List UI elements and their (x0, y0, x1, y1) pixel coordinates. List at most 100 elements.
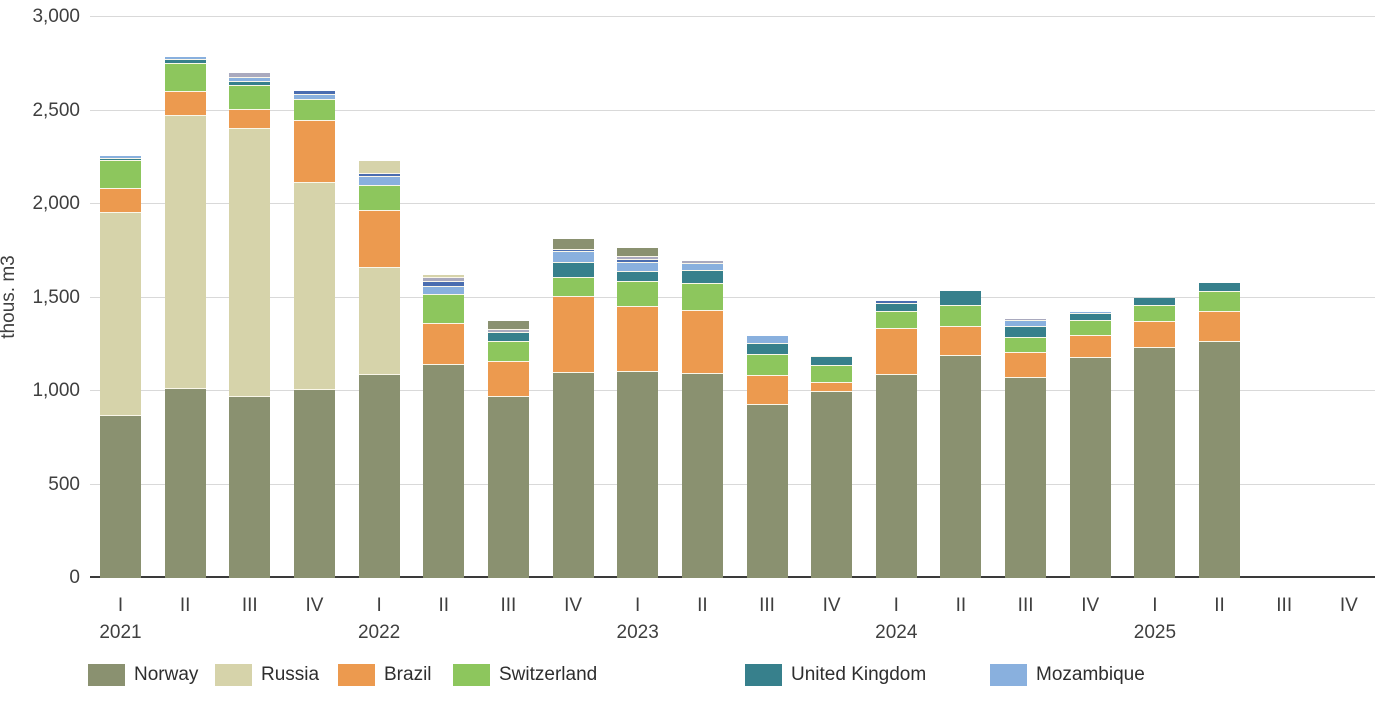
bar-2-segment-switzerland[interactable] (229, 86, 271, 111)
bar-8-segment-series-6[interactable] (617, 259, 659, 264)
bar-0-segment-mozambique[interactable] (100, 155, 141, 159)
bar-2[interactable] (229, 72, 271, 578)
bar-6-segment-series-8[interactable] (487, 321, 529, 330)
bar-4-segment-russia[interactable] (358, 268, 400, 376)
bar-7-segment-united-kingdom[interactable] (552, 263, 594, 279)
legend-item-united-kingdom[interactable]: United Kingdom (745, 663, 926, 687)
bar-7-segment-norway[interactable] (552, 373, 594, 578)
bar-0-segment-russia[interactable] (100, 213, 141, 417)
bar-8-segment-series-7[interactable] (617, 256, 659, 260)
bar-17[interactable] (1199, 283, 1241, 578)
bar-6-segment-norway[interactable] (487, 397, 529, 578)
bar-3-segment-mozambique[interactable] (293, 94, 335, 101)
bar-0-segment-switzerland[interactable] (100, 161, 141, 190)
bar-10-segment-switzerland[interactable] (746, 354, 788, 376)
bar-4-segment-norway[interactable] (358, 375, 400, 578)
bar-16-segment-switzerland[interactable] (1134, 306, 1176, 322)
bar-16[interactable] (1134, 297, 1176, 578)
bar-1-segment-switzerland[interactable] (164, 63, 206, 93)
bar-17-segment-norway[interactable] (1199, 342, 1241, 578)
bar-8-segment-series-8[interactable] (617, 248, 659, 257)
bar-4-segment-series-9[interactable] (358, 160, 400, 174)
bar-7-segment-switzerland[interactable] (552, 278, 594, 297)
bar-12-segment-series-6[interactable] (875, 300, 917, 304)
bar-15-segment-brazil[interactable] (1069, 336, 1111, 359)
bar-9-segment-mozambique[interactable] (681, 263, 723, 272)
bar-0-segment-brazil[interactable] (100, 189, 141, 214)
bar-10-segment-norway[interactable] (746, 404, 788, 578)
bar-12[interactable] (875, 300, 917, 578)
bar-14-segment-united-kingdom[interactable] (1005, 327, 1047, 339)
bar-1[interactable] (164, 57, 206, 578)
bar-16-segment-united-kingdom[interactable] (1134, 297, 1176, 307)
bar-7-segment-mozambique[interactable] (552, 251, 594, 264)
bar-2-segment-brazil[interactable] (229, 110, 271, 129)
bar-13-segment-united-kingdom[interactable] (940, 291, 982, 306)
bar-6-segment-united-kingdom[interactable] (487, 333, 529, 343)
bar-14-segment-norway[interactable] (1005, 378, 1047, 578)
bar-5-segment-mozambique[interactable] (423, 287, 465, 295)
bar-11-segment-united-kingdom[interactable] (811, 357, 853, 366)
bar-7[interactable] (552, 239, 594, 578)
bar-2-segment-united-kingdom[interactable] (229, 82, 271, 87)
bar-3-segment-series-6[interactable] (293, 91, 335, 95)
bar-9-segment-switzerland[interactable] (681, 283, 723, 312)
bar-14[interactable] (1005, 318, 1047, 578)
bar-17-segment-united-kingdom[interactable] (1199, 283, 1241, 293)
bar-9-segment-brazil[interactable] (681, 311, 723, 374)
bar-6[interactable] (487, 321, 529, 578)
bar-8-segment-brazil[interactable] (617, 306, 659, 372)
bar-1-segment-norway[interactable] (164, 389, 206, 578)
bar-16-segment-brazil[interactable] (1134, 321, 1176, 348)
bar-10-segment-united-kingdom[interactable] (746, 343, 788, 355)
bar-9-segment-norway[interactable] (681, 373, 723, 578)
bar-12-segment-united-kingdom[interactable] (875, 303, 917, 312)
bar-5-segment-series-9[interactable] (423, 274, 465, 279)
bar-4-segment-series-6[interactable] (358, 173, 400, 178)
bar-10-segment-brazil[interactable] (746, 375, 788, 405)
bar-11-segment-norway[interactable] (811, 391, 853, 578)
bar-17-segment-brazil[interactable] (1199, 311, 1241, 343)
legend-item-switzerland[interactable]: Switzerland (453, 663, 597, 687)
legend-item-brazil[interactable]: Brazil (338, 663, 432, 687)
bar-11[interactable] (811, 355, 853, 578)
bar-15-segment-switzerland[interactable] (1069, 321, 1111, 337)
bar-13-segment-switzerland[interactable] (940, 305, 982, 328)
bar-6-segment-switzerland[interactable] (487, 342, 529, 363)
bar-6-segment-series-7[interactable] (487, 329, 529, 334)
bar-14-segment-brazil[interactable] (1005, 353, 1047, 379)
bar-15-segment-mozambique[interactable] (1069, 312, 1111, 314)
bar-7-segment-series-8[interactable] (552, 239, 594, 250)
legend-item-mozambique[interactable]: Mozambique (990, 663, 1145, 687)
legend-item-norway[interactable]: Norway (88, 663, 198, 687)
bar-4-segment-brazil[interactable] (358, 210, 400, 269)
bar-5-segment-series-7[interactable] (423, 278, 465, 283)
bar-12-segment-switzerland[interactable] (875, 311, 917, 330)
bar-11-segment-series-7[interactable] (811, 355, 853, 358)
bar-14-segment-mozambique[interactable] (1005, 320, 1047, 328)
bar-10-segment-mozambique[interactable] (746, 335, 788, 344)
bar-7-segment-series-6[interactable] (552, 249, 594, 252)
bar-1-segment-brazil[interactable] (164, 92, 206, 116)
bar-1-segment-mozambique[interactable] (164, 57, 206, 61)
bar-13-segment-brazil[interactable] (940, 327, 982, 356)
bar-14-segment-switzerland[interactable] (1005, 338, 1047, 354)
bar-5-segment-series-6[interactable] (423, 282, 465, 288)
bar-1-segment-russia[interactable] (164, 115, 206, 390)
bar-10[interactable] (746, 335, 788, 578)
bar-1-segment-united-kingdom[interactable] (164, 60, 206, 64)
bar-12-segment-brazil[interactable] (875, 329, 917, 375)
bar-3-segment-brazil[interactable] (293, 121, 335, 183)
bar-8-segment-mozambique[interactable] (617, 263, 659, 272)
bar-9[interactable] (681, 260, 723, 578)
bar-0-segment-united-kingdom[interactable] (100, 158, 141, 162)
bar-16-segment-norway[interactable] (1134, 347, 1176, 578)
bar-12-segment-norway[interactable] (875, 374, 917, 578)
bar-2-segment-mozambique[interactable] (229, 77, 271, 83)
bar-13-segment-norway[interactable] (940, 355, 982, 578)
bar-15-segment-norway[interactable] (1069, 358, 1111, 578)
bar-4[interactable] (358, 160, 400, 578)
bar-2-segment-norway[interactable] (229, 396, 271, 578)
bar-14-segment-series-7[interactable] (1005, 318, 1047, 321)
legend-item-russia[interactable]: Russia (215, 663, 319, 687)
